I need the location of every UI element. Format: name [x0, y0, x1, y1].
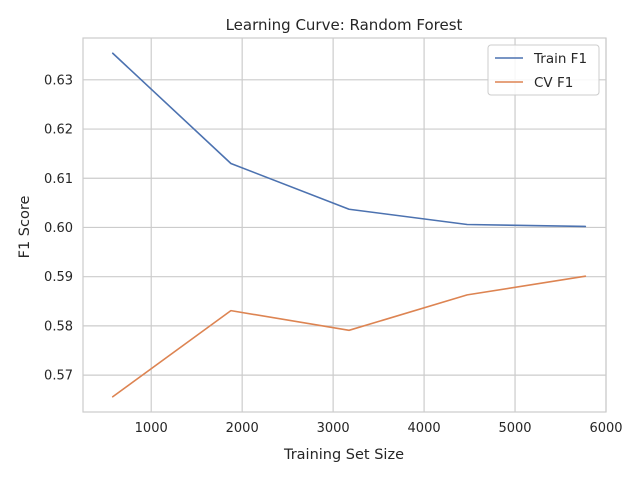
x-tick-label: 1000: [135, 421, 168, 436]
x-axis-label: Training Set Size: [283, 447, 404, 463]
series-line-cv-f1: [111, 275, 587, 398]
y-gridlines: [83, 79, 606, 376]
plot-frame: [82, 37, 607, 413]
x-tick-label: 4000: [408, 421, 441, 436]
legend: Train F1 CV F1: [487, 44, 600, 96]
x-tick-label: 6000: [589, 421, 622, 436]
x-tick-label: 3000: [317, 421, 350, 436]
series-line-train-f1: [111, 52, 587, 228]
x-tick-label: 5000: [498, 421, 531, 436]
series-layer: [111, 52, 587, 398]
y-tick-label: 0.62: [44, 123, 73, 138]
legend-label-cv: CV F1: [534, 75, 573, 91]
x-tick-labels: 1000 2000 3000 4000 5000 6000: [135, 421, 623, 436]
y-tick-label: 0.59: [44, 270, 73, 285]
y-tick-label: 0.63: [44, 73, 73, 88]
y-tick-label: 0.57: [44, 369, 73, 384]
y-tick-label: 0.61: [44, 172, 73, 187]
y-tick-label: 0.58: [44, 319, 73, 334]
x-tick-label: 2000: [226, 421, 259, 436]
y-tick-labels: 0.57 0.58 0.59 0.60 0.61 0.62 0.63: [44, 73, 73, 383]
legend-label-train: Train F1: [533, 51, 587, 67]
chart-title: Learning Curve: Random Forest: [226, 16, 463, 34]
y-axis-label: F1 Score: [17, 196, 33, 259]
y-tick-label: 0.60: [44, 221, 73, 236]
